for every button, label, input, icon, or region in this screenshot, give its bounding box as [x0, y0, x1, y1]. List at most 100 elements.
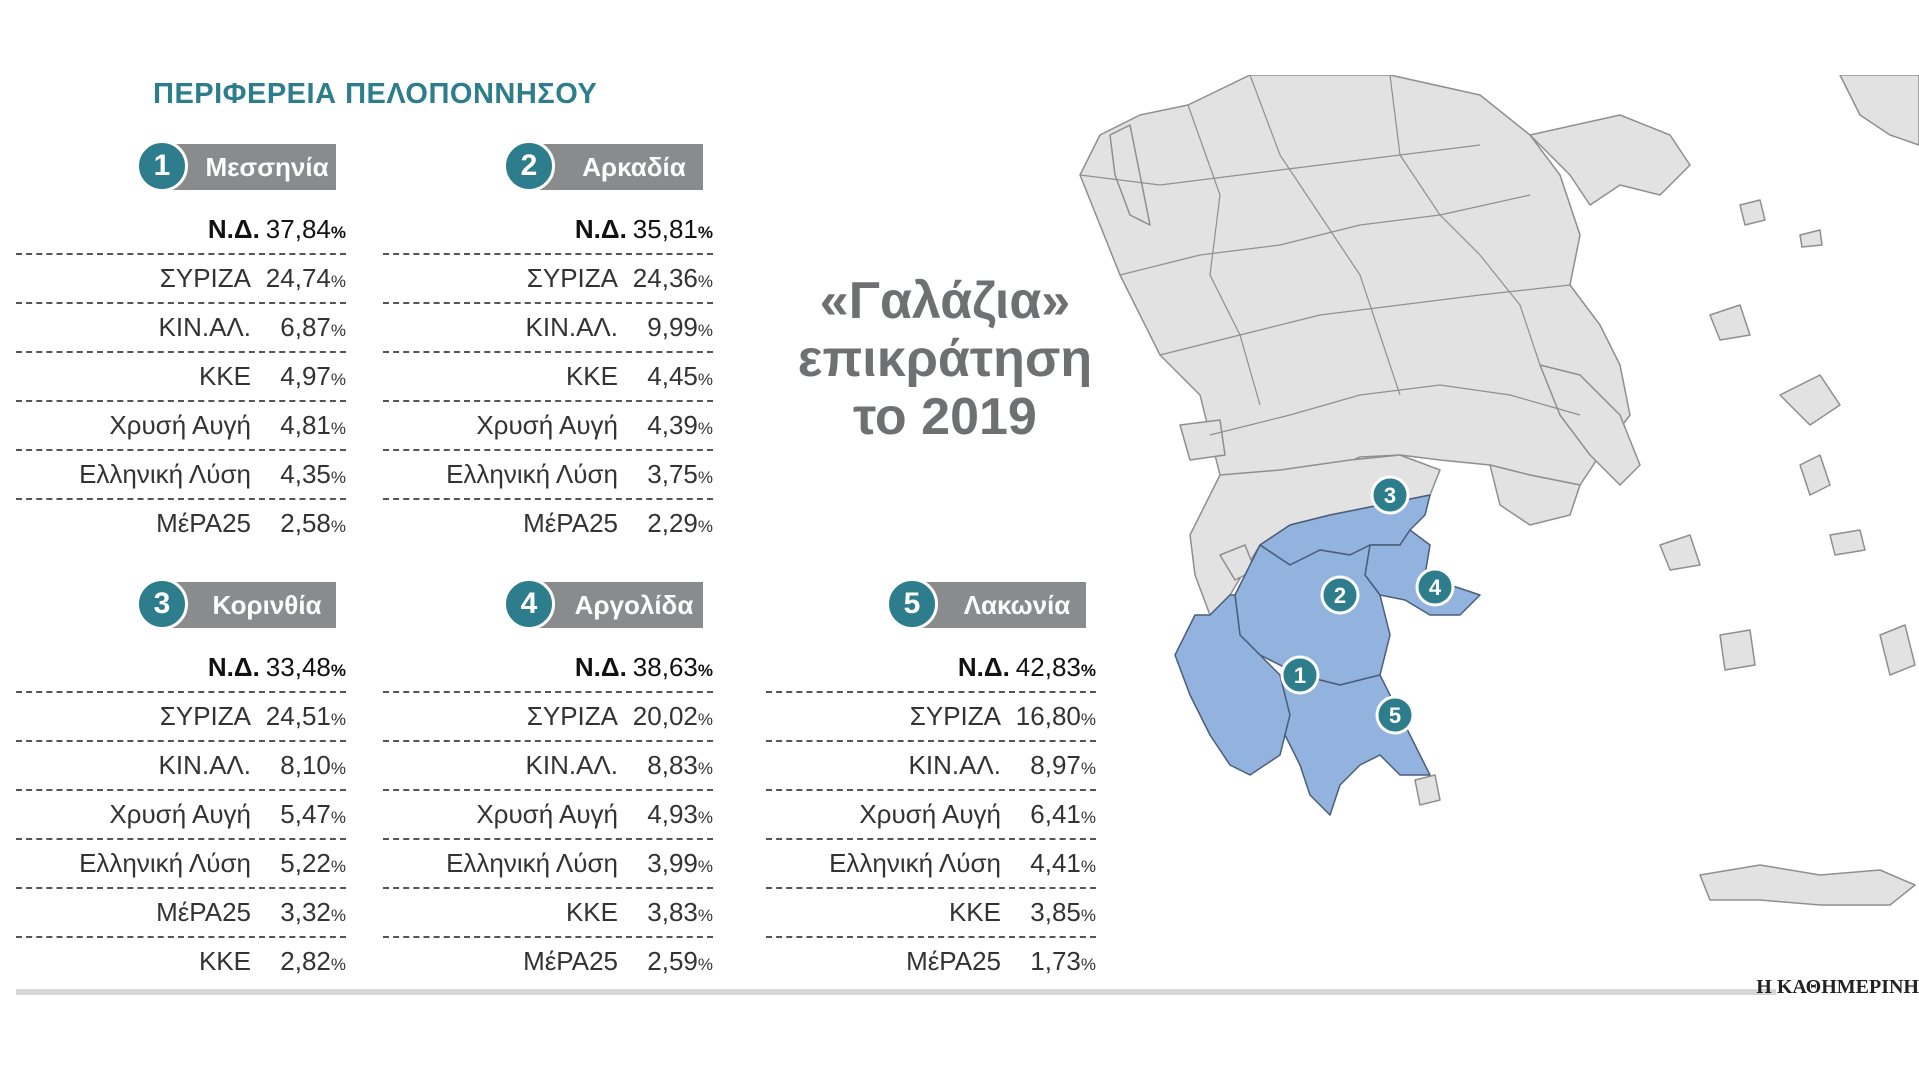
naxos — [1719, 629, 1756, 671]
map-marker-3: 3 — [1370, 475, 1410, 515]
party-name: Ν.Δ. — [207, 214, 260, 244]
vote-share: 4,97% — [251, 361, 346, 392]
result-row: Χρυσή Αυγή 6,41% — [766, 791, 1096, 840]
party-name: ΚΙΝ.ΑΛ. — [158, 312, 252, 342]
party-name: ΜέΡΑ25 — [523, 508, 618, 538]
party-name: ΣΥΡΙΖΑ — [909, 701, 1001, 731]
attica — [1489, 464, 1581, 526]
vote-share: 3,83% — [618, 897, 713, 928]
vote-share-value: 20,02 — [632, 701, 698, 731]
vote-share-value: 24,36 — [632, 263, 698, 293]
lemnos — [1709, 304, 1751, 341]
vote-share: 4,93% — [618, 799, 713, 830]
vote-share: 3,99% — [618, 848, 713, 879]
party-name: Ν.Δ. — [574, 652, 627, 682]
svg-text:3: 3 — [1384, 483, 1396, 508]
prefecture-block-4: Αργολίδα 4 Ν.Δ. 38,63% ΣΥΡΙΖΑ 20,02% ΚΙΝ.ΑΛ. 8,… — [383, 578, 713, 985]
andros — [1659, 534, 1701, 571]
result-row: ΚΙΝ.ΑΛ. 8,83% — [383, 742, 713, 791]
vote-share-value: 24,74 — [265, 263, 331, 293]
result-row: ΣΥΡΙΖΑ 24,36% — [383, 255, 713, 304]
vote-share: 8,83% — [618, 750, 713, 781]
result-row: ΜέΡΑ25 3,32% — [16, 889, 346, 938]
party-name: Ελληνική Λύση — [79, 459, 251, 489]
vote-share-value: 33,48 — [265, 652, 331, 682]
party-name: Ν.Δ. — [957, 652, 1010, 682]
lesvos — [1779, 374, 1841, 426]
vote-share-value: 9,99 — [647, 312, 698, 342]
vote-share-value: 6,41 — [1030, 799, 1081, 829]
prefecture-number-badge: 5 — [886, 578, 938, 630]
vote-share-value: 5,47 — [280, 799, 331, 829]
vote-share: 1,73% — [1001, 946, 1096, 977]
svg-text:2: 2 — [1334, 583, 1346, 608]
vote-share-value: 42,83 — [1015, 652, 1081, 682]
vote-share: 38,63% — [633, 652, 713, 683]
vote-share-value: 2,58 — [280, 508, 331, 538]
region-lakonia — [1279, 674, 1431, 816]
map-marker-2: 2 — [1320, 575, 1360, 615]
vote-share-value: 4,45 — [647, 361, 698, 391]
percent-sign: % — [330, 517, 346, 536]
corfu — [1109, 124, 1151, 226]
party-name: Ελληνική Λύση — [446, 459, 618, 489]
result-row: ΚΚΕ 3,85% — [766, 889, 1096, 938]
percent-sign: % — [330, 710, 346, 729]
svg-text:5: 5 — [1389, 703, 1401, 728]
percent-sign: % — [697, 955, 713, 974]
percent-sign: % — [330, 808, 346, 827]
percent-sign: % — [1080, 808, 1096, 827]
headline: «Γαλάζια» επικράτηση το 2019 — [770, 272, 1120, 446]
vote-share: 9,99% — [618, 312, 713, 343]
vote-share-value: 8,10 — [280, 750, 331, 780]
chalkidiki — [1529, 114, 1691, 206]
results-table: Ν.Δ. 37,84% ΣΥΡΙΖΑ 24,74% ΚΙΝ.ΑΛ. 6,87% ΚΚΕ 4,9… — [16, 206, 346, 547]
vote-share: 5,47% — [251, 799, 346, 830]
percent-sign: % — [697, 517, 713, 536]
samothrace — [1799, 229, 1823, 248]
map-markers: 3 2 4 1 5 — [1280, 475, 1455, 735]
winner-row: Ν.Δ. 38,63% — [383, 644, 713, 693]
percent-sign: % — [330, 661, 346, 680]
vote-share-value: 37,84 — [265, 214, 331, 244]
result-row: Χρυσή Αυγή 4,81% — [16, 402, 346, 451]
party-name: ΜέΡΑ25 — [906, 946, 1001, 976]
brand-logo: Η ΚΑΘΗΜΕΡΙΝΗ — [1756, 976, 1919, 998]
result-row: Ελληνική Λύση 4,41% — [766, 840, 1096, 889]
result-row: ΚΚΕ 3,83% — [383, 889, 713, 938]
party-name: ΚΚΕ — [198, 361, 251, 391]
result-row: ΚΙΝ.ΑΛ. 8,97% — [766, 742, 1096, 791]
percent-sign: % — [697, 710, 713, 729]
vote-share-value: 2,29 — [647, 508, 698, 538]
prefecture-name-bar: Κορινθία — [166, 582, 336, 628]
prefecture-header: Αρκαδία 2 — [503, 140, 703, 194]
party-name: Χρυσή Αυγή — [476, 410, 618, 440]
prefecture-number-badge: 2 — [503, 140, 555, 192]
prefecture-name: Αργολίδα — [574, 590, 694, 620]
vote-share-value: 6,87 — [280, 312, 331, 342]
result-row: ΣΥΡΙΖΑ 24,74% — [16, 255, 346, 304]
prefecture-block-5: Λακωνία 5 Ν.Δ. 42,83% ΣΥΡΙΖΑ 16,80% ΚΙΝ.ΑΛ. 8,9… — [766, 578, 1096, 985]
prefecture-name: Αρκαδία — [582, 152, 686, 182]
vote-share-value: 8,83 — [647, 750, 698, 780]
region-messinia — [1174, 594, 1291, 776]
percent-sign: % — [1080, 661, 1096, 680]
prefecture-number-badge: 3 — [136, 578, 188, 630]
prefecture-number-badge: 4 — [503, 578, 555, 630]
vote-share-value: 24,51 — [265, 701, 331, 731]
percent-sign: % — [330, 419, 346, 438]
vote-share: 5,22% — [251, 848, 346, 879]
rhodes — [1879, 624, 1916, 676]
vote-share: 8,97% — [1001, 750, 1096, 781]
vote-share: 33,48% — [266, 652, 346, 683]
percent-sign: % — [697, 223, 713, 242]
mainland-greece — [1079, 75, 1631, 496]
prefecture-block-1: Μεσσηνία 1 Ν.Δ. 37,84% ΣΥΡΙΖΑ 24,74% ΚΙΝ.ΑΛ. 6,… — [16, 140, 346, 547]
vote-share: 35,81% — [633, 214, 713, 245]
results-table: Ν.Δ. 33,48% ΣΥΡΙΖΑ 24,51% ΚΙΝ.ΑΛ. 8,10% Χρυσή … — [16, 644, 346, 985]
prefecture-number-badge: 1 — [136, 140, 188, 192]
vote-share-value: 4,93 — [647, 799, 698, 829]
headline-line-2: επικράτηση — [797, 330, 1093, 388]
result-row: Χρυσή Αυγή 4,93% — [383, 791, 713, 840]
result-row: ΣΥΡΙΖΑ 20,02% — [383, 693, 713, 742]
